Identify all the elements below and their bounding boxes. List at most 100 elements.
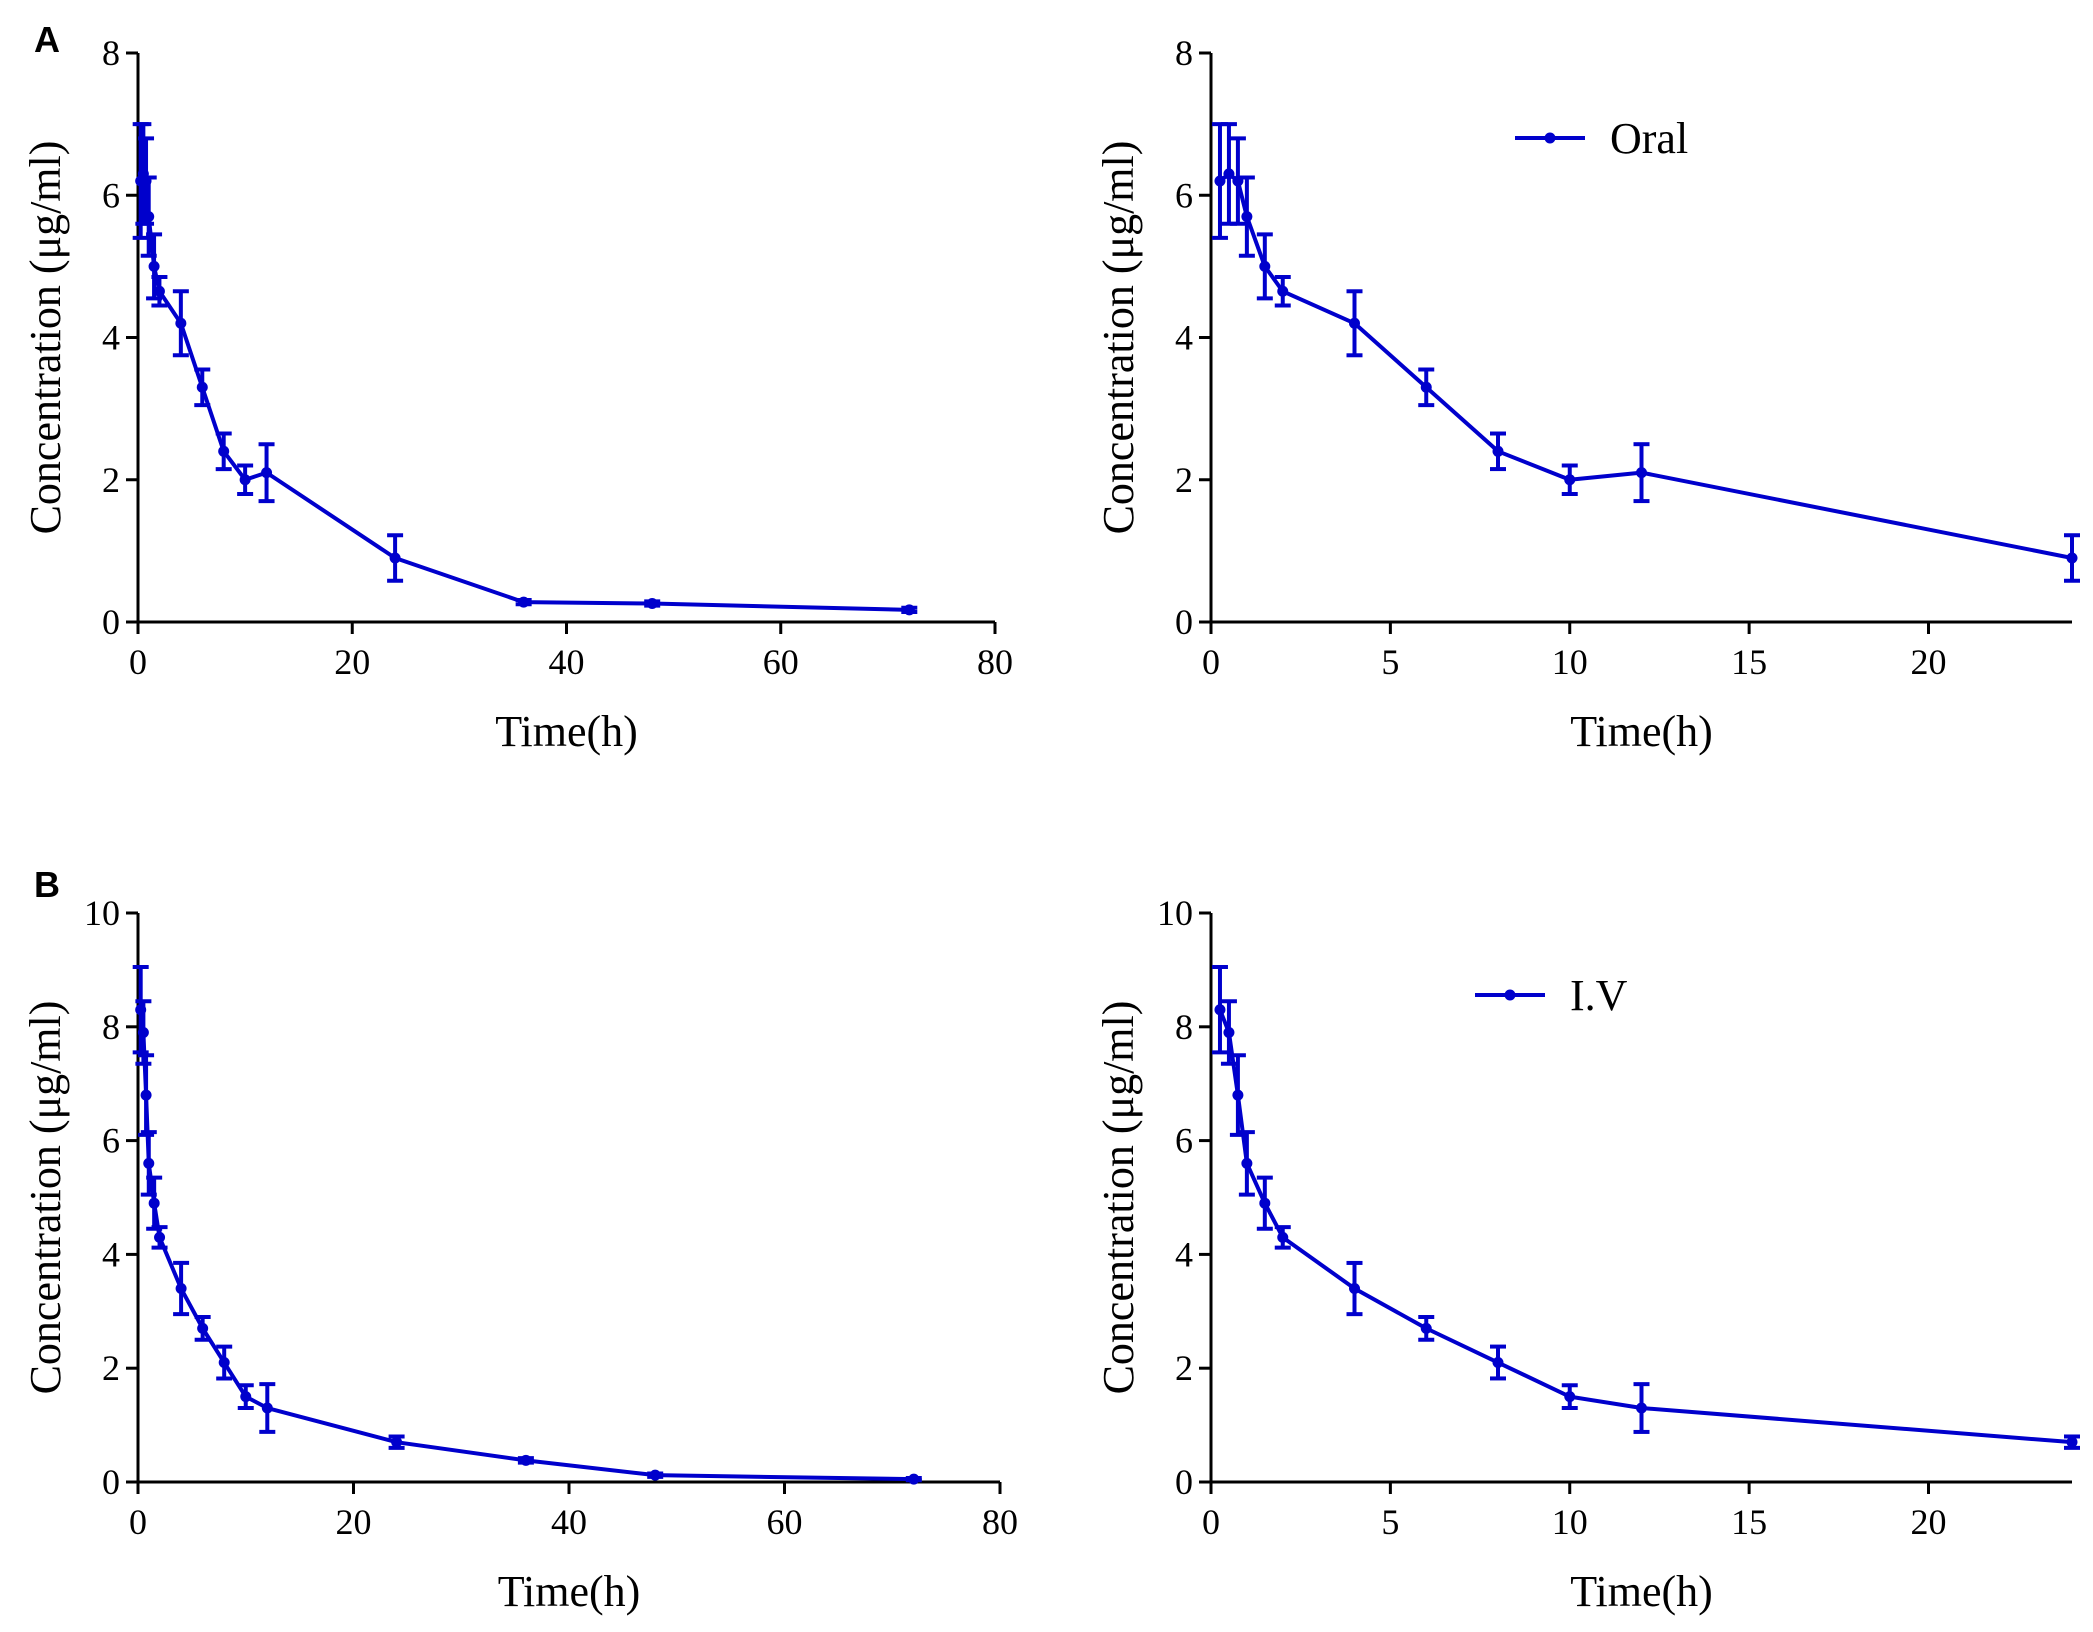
panel-label-b: B bbox=[34, 864, 60, 905]
data-point bbox=[518, 596, 530, 608]
x-tick-label: 80 bbox=[982, 1502, 1018, 1542]
y-tick-label: 4 bbox=[102, 1234, 120, 1274]
x-tick-label: 40 bbox=[549, 642, 585, 682]
x-tick-label: 15 bbox=[1731, 642, 1767, 682]
data-point bbox=[1349, 1283, 1360, 1295]
x-tick-label: 5 bbox=[1381, 1502, 1399, 1542]
data-point bbox=[1259, 260, 1271, 272]
y-tick-label: 6 bbox=[1175, 175, 1193, 215]
data-point bbox=[2066, 1436, 2078, 1448]
y-tick-label: 6 bbox=[102, 1121, 120, 1161]
x-tick-label: 0 bbox=[129, 1502, 147, 1542]
y-tick-label: 6 bbox=[1175, 1121, 1193, 1161]
x-tick-label: 20 bbox=[1911, 1502, 1947, 1542]
series-line bbox=[138, 1009, 914, 1482]
series-line bbox=[138, 171, 910, 612]
chart-b-left: 0 2 4 6 8 10 0 20 40 60 80 Time(h) Concentration (μg… bbox=[21, 893, 1018, 1616]
data-point bbox=[1241, 1157, 1253, 1169]
data-point bbox=[1232, 1089, 1244, 1101]
panel-label-a: A bbox=[34, 19, 60, 60]
y-tick-label: 8 bbox=[102, 33, 120, 73]
y-tick-label: 4 bbox=[1175, 1234, 1193, 1274]
y-tick-label: 0 bbox=[1175, 602, 1193, 642]
data-point bbox=[148, 1197, 160, 1209]
series-line bbox=[1218, 1008, 2073, 1445]
y-tick-label: 2 bbox=[1175, 460, 1193, 500]
x-tick-label: 0 bbox=[1202, 1502, 1220, 1542]
data-point bbox=[218, 445, 230, 457]
legend: Oral bbox=[1515, 114, 1688, 163]
x-tick-label: 5 bbox=[1381, 642, 1399, 682]
legend-label: I.V bbox=[1570, 971, 1628, 1020]
legend-marker bbox=[1504, 989, 1516, 1001]
data-point bbox=[1564, 474, 1576, 486]
x-tick-label: 10 bbox=[1552, 1502, 1588, 1542]
y-axis-label: Concentration (μg/ml) bbox=[1094, 141, 1143, 535]
data-point bbox=[1420, 1322, 1432, 1334]
data-point bbox=[1214, 1004, 1226, 1016]
x-axis-label: Time(h) bbox=[1570, 707, 1713, 756]
data-point bbox=[1223, 168, 1235, 180]
data-point bbox=[646, 598, 658, 610]
data-point bbox=[649, 1469, 661, 1481]
data-point bbox=[1241, 211, 1253, 223]
data-point bbox=[1277, 1231, 1289, 1243]
data-point bbox=[140, 1089, 152, 1101]
y-tick-label: 8 bbox=[1175, 33, 1193, 73]
data-point bbox=[1492, 1357, 1504, 1369]
x-axis-label: Time(h) bbox=[1570, 1567, 1713, 1616]
x-tick-label: 20 bbox=[334, 642, 370, 682]
data-point bbox=[196, 381, 208, 393]
data-point bbox=[1214, 175, 1226, 187]
data-point bbox=[175, 1283, 187, 1295]
y-tick-label: 0 bbox=[1175, 1462, 1193, 1502]
x-tick-label: 0 bbox=[129, 642, 147, 682]
x-axis-label: Time(h) bbox=[495, 707, 638, 756]
data-point bbox=[154, 1231, 166, 1243]
data-point bbox=[2066, 552, 2078, 564]
data-point bbox=[218, 1357, 230, 1369]
y-tick-label: 8 bbox=[102, 1007, 120, 1047]
data-point bbox=[520, 1454, 532, 1466]
data-point bbox=[137, 1026, 149, 1038]
data-point bbox=[1259, 1197, 1271, 1209]
x-tick-label: 0 bbox=[1202, 642, 1220, 682]
data-point bbox=[391, 1436, 403, 1448]
x-tick-label: 60 bbox=[763, 642, 799, 682]
chart-b-right: 0 2 4 6 8 10 0 5 10 15 20 Time(h) Concentration (μg/… bbox=[1094, 893, 2080, 1616]
y-tick-label: 8 bbox=[1175, 1007, 1193, 1047]
data-point bbox=[197, 1322, 209, 1334]
x-tick-label: 80 bbox=[977, 642, 1013, 682]
x-axis-label: Time(h) bbox=[498, 1567, 641, 1616]
data-point bbox=[1420, 381, 1432, 393]
y-tick-label: 10 bbox=[84, 893, 120, 933]
data-point bbox=[1636, 1402, 1647, 1414]
data-point bbox=[261, 1402, 273, 1414]
x-tick-label: 60 bbox=[767, 1502, 803, 1542]
x-tick-label: 40 bbox=[551, 1502, 587, 1542]
data-point bbox=[240, 1391, 252, 1403]
data-point bbox=[1636, 467, 1647, 479]
legend: I.V bbox=[1475, 971, 1628, 1020]
data-point bbox=[1492, 445, 1504, 457]
x-tick-label: 20 bbox=[336, 1502, 372, 1542]
data-point bbox=[908, 1473, 920, 1485]
y-tick-label: 4 bbox=[102, 318, 120, 358]
y-axis-label: Concentration (μg/ml) bbox=[1094, 1001, 1143, 1395]
data-point bbox=[143, 1157, 155, 1169]
x-tick-label: 15 bbox=[1731, 1502, 1767, 1542]
data-point bbox=[175, 317, 187, 329]
legend-label: Oral bbox=[1610, 114, 1688, 163]
y-tick-label: 0 bbox=[102, 602, 120, 642]
data-point bbox=[239, 474, 251, 486]
data-point bbox=[903, 604, 915, 616]
y-tick-label: 2 bbox=[102, 1348, 120, 1388]
data-point bbox=[389, 552, 401, 564]
y-axis-label: Concentration (μg/ml) bbox=[21, 1001, 70, 1395]
y-axis-label: Concentration (μg/ml) bbox=[21, 141, 70, 535]
legend-marker bbox=[1544, 132, 1556, 144]
data-point bbox=[1277, 285, 1289, 297]
y-tick-label: 2 bbox=[1175, 1348, 1193, 1388]
